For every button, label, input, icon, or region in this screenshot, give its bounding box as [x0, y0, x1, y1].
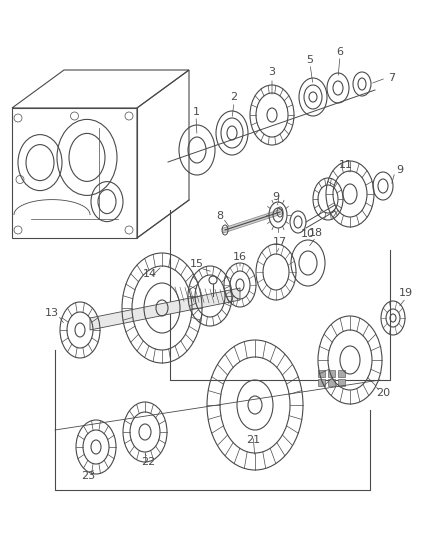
Text: 5: 5	[306, 55, 313, 65]
Text: 19: 19	[398, 288, 412, 298]
Polygon shape	[90, 288, 240, 330]
Bar	[337, 379, 344, 386]
Text: 13: 13	[45, 308, 59, 318]
Bar	[317, 370, 324, 377]
Text: 8: 8	[216, 211, 223, 221]
Text: 16: 16	[233, 252, 247, 262]
Text: 18: 18	[308, 228, 322, 238]
Text: 21: 21	[245, 435, 259, 445]
Bar	[327, 370, 334, 377]
Text: 10: 10	[300, 229, 314, 239]
Text: 14: 14	[143, 269, 157, 279]
Bar	[337, 370, 344, 377]
Text: 17: 17	[272, 237, 286, 247]
Text: 9: 9	[396, 165, 403, 175]
Text: 20: 20	[375, 388, 389, 398]
Text: 3: 3	[268, 67, 275, 77]
Text: 9: 9	[272, 192, 279, 202]
Text: 6: 6	[336, 47, 343, 57]
Text: 22: 22	[141, 457, 155, 467]
Text: 7: 7	[388, 73, 395, 83]
Text: 11: 11	[338, 160, 352, 170]
Text: 2: 2	[230, 92, 237, 102]
Bar	[317, 379, 324, 386]
Text: 1: 1	[192, 107, 199, 117]
Text: 23: 23	[81, 471, 95, 481]
Bar	[327, 379, 334, 386]
Text: 15: 15	[190, 259, 204, 269]
